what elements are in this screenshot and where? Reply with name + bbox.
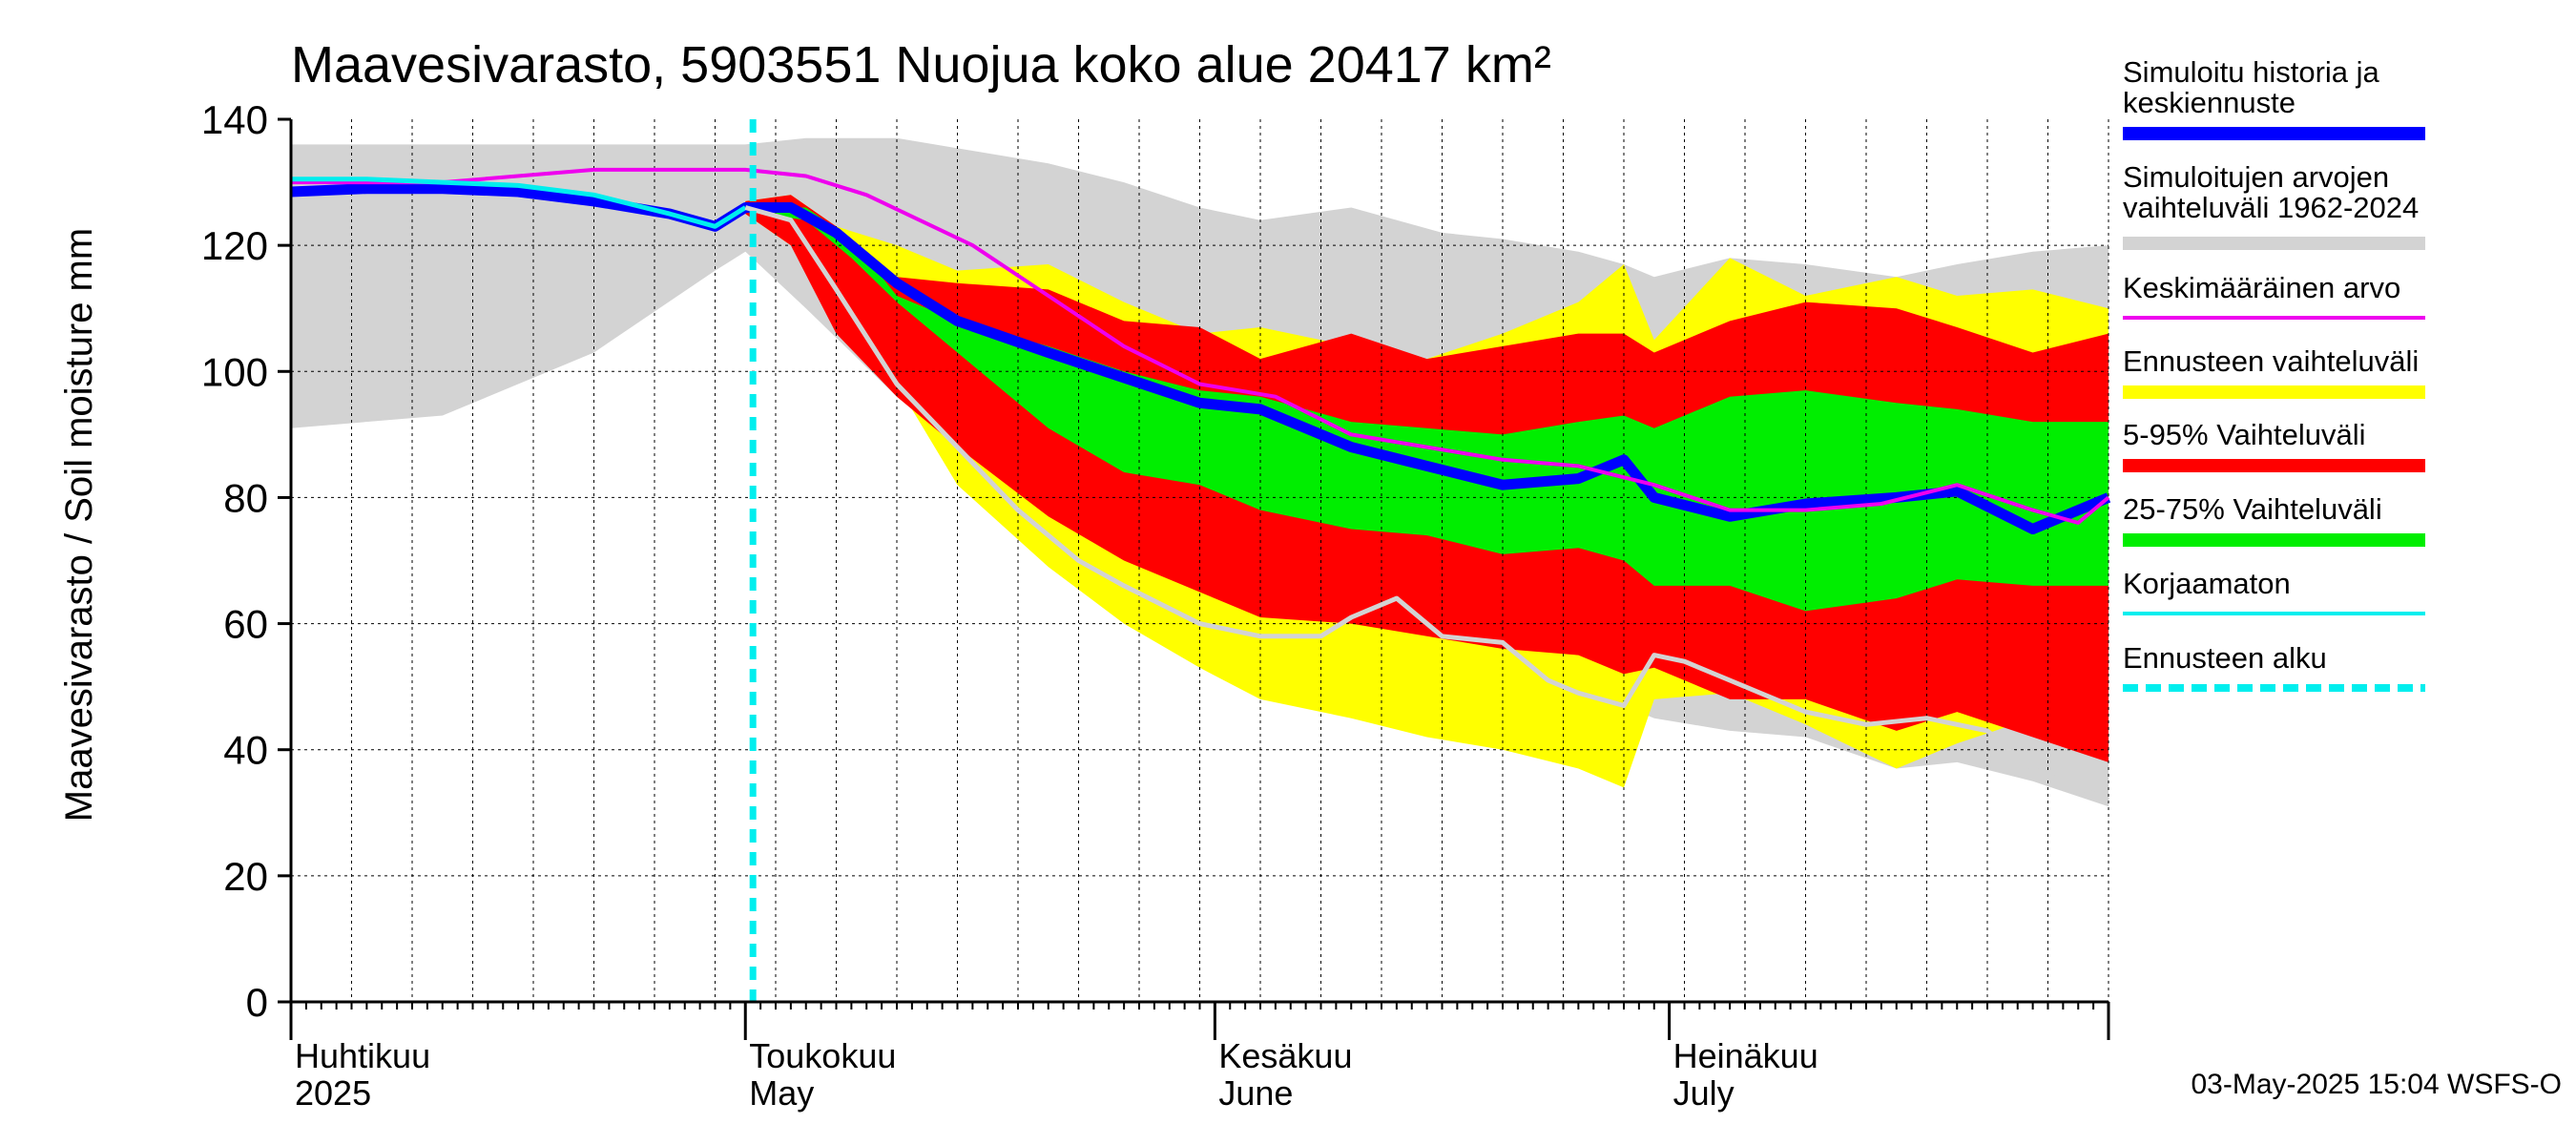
legend-label: 5-95% Vaihteluväli [2123,418,2365,451]
y-tick-label: 100 [201,349,268,394]
legend: Simuloitu historia ja keskiennuste Simuloi… [2123,55,2425,692]
y-tick-label: 80 [223,475,268,520]
y-axis-label: Maavesivarasto / Soil moisture mm [58,228,100,822]
series-line-1 [291,167,2110,525]
legend-label: 25-75% Vaihteluväli [2123,492,2382,526]
legend-entry: Ennusteen alku [2123,641,2425,692]
legend-entry: Keskimääräinen arvo [2123,271,2425,320]
x-month-sublabel: June [1218,1073,1293,1113]
x-month-sublabel: May [749,1073,814,1113]
timestamp-footer: 03-May-2025 15:04 WSFS-O [2192,1069,2563,1100]
y-tick-label: 20 [223,854,268,899]
x-month-label: Huhtikuu [295,1036,430,1075]
y-tick-label: 0 [246,980,268,1025]
legend-label: Simuloitu historia ja keskiennuste [2123,55,2380,119]
legend-label: Simuloitujen arvojen vaihteluväli 1962-20… [2123,160,2419,224]
legend-entry: Simuloitu historia ja keskiennuste [2123,55,2425,140]
legend-label: Keskimääräinen arvo [2123,271,2400,304]
legend-label: Ennusteen alku [2123,641,2327,675]
legend-entry: Ennusteen vaihteluväli [2123,344,2425,399]
series-line-3 [744,205,2109,802]
x-month-sublabel: July [1673,1073,1735,1113]
legend-label: Ennusteen vaihteluväli [2123,344,2419,378]
y-tick-label: 60 [223,602,268,647]
legend-entry: Korjaamaton [2123,567,2425,615]
series-line-2 [291,177,747,229]
legend-entry: Simuloitujen arvojen vaihteluväli 1962-20… [2123,160,2425,250]
x-month-label: Toukokuu [749,1036,896,1075]
y-tick-label: 120 [201,223,268,268]
x-month-label: Kesäkuu [1218,1036,1352,1075]
legend-label: Korjaamaton [2123,567,2291,600]
legend-entry: 25-75% Vaihteluväli [2123,492,2425,547]
y-tick-label: 140 [201,97,268,142]
x-month-label: Heinäkuu [1673,1036,1818,1075]
legend-entry: 5-95% Vaihteluväli [2123,418,2425,472]
x-month-sublabel: 2025 [295,1073,371,1113]
y-tick-label: 40 [223,728,268,773]
chart-title: Maavesivarasto, 5903551 Nuojua koko alue… [291,36,1551,94]
